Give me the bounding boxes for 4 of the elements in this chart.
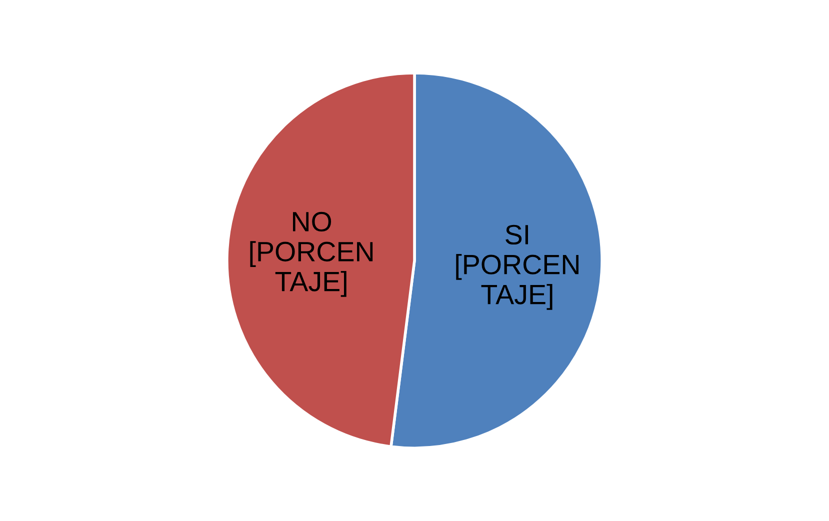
data-label: [PORCEN TAJE] xyxy=(250,241,373,297)
data-label: [PORCEN TAJE] xyxy=(456,254,578,310)
slice-label: NO xyxy=(292,212,332,232)
slice-label: SI xyxy=(506,224,528,245)
